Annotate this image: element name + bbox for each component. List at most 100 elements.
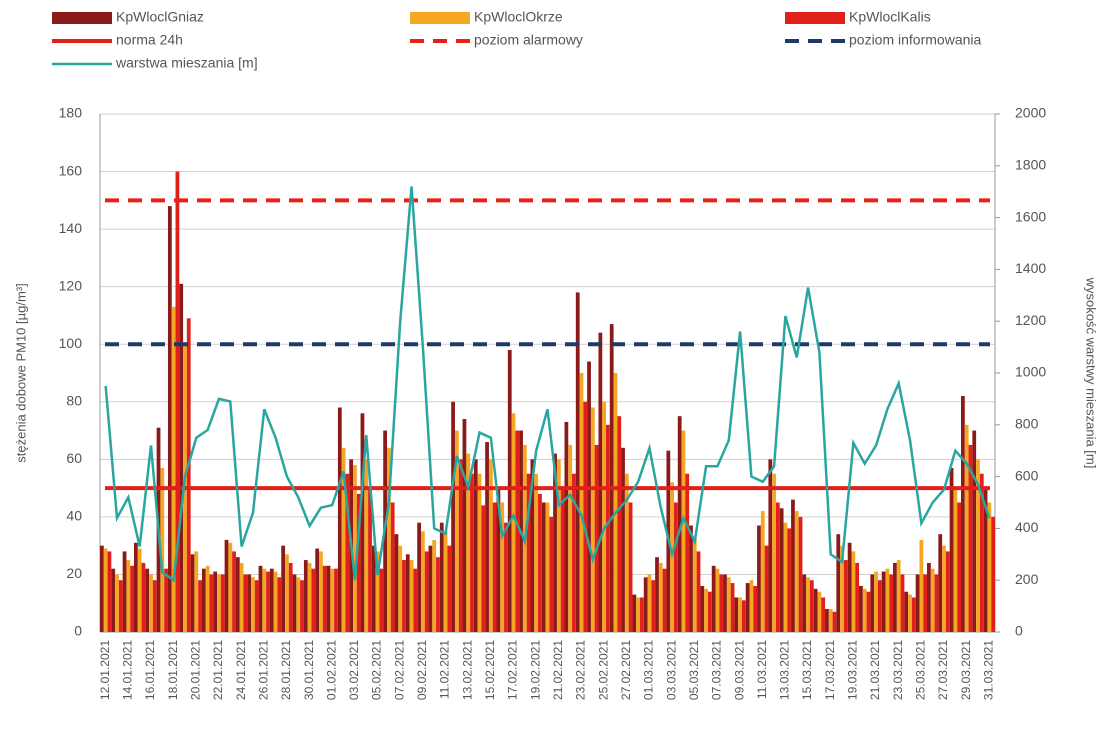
bar	[813, 588, 818, 632]
bar	[677, 416, 682, 632]
bar	[900, 574, 905, 632]
bar	[896, 560, 901, 632]
bar	[428, 545, 433, 632]
line-series	[104, 186, 991, 583]
bar	[689, 525, 693, 632]
bar	[779, 508, 784, 632]
bar	[281, 545, 286, 632]
legend-label: norma 24h	[116, 32, 183, 48]
bar	[991, 516, 995, 632]
y2-tick-label: 0	[1015, 623, 1023, 639]
bar	[145, 568, 150, 632]
x-tick-label: 03.03.2021	[664, 640, 678, 700]
bar	[640, 597, 644, 632]
y-tick-label: 160	[59, 162, 83, 178]
bar	[213, 571, 218, 632]
bar	[575, 292, 580, 632]
bar	[307, 562, 312, 632]
bar	[190, 554, 195, 632]
bar	[704, 588, 708, 632]
bar	[417, 522, 421, 632]
bar	[953, 488, 958, 632]
bar	[692, 537, 697, 632]
legend-label: warstwa mieszania [m]	[115, 55, 258, 71]
bar	[794, 511, 799, 632]
bar	[825, 608, 829, 632]
bar	[775, 502, 780, 632]
bar	[439, 522, 444, 632]
bar	[224, 539, 229, 632]
x-tick-label: 19.03.2021	[846, 640, 860, 700]
legend-label: poziom informowania	[849, 32, 981, 48]
bar	[205, 565, 210, 632]
bar	[111, 568, 116, 632]
bar	[541, 502, 546, 632]
bar	[613, 373, 618, 632]
bar	[288, 562, 293, 632]
bar	[171, 306, 176, 632]
bar	[492, 502, 497, 632]
bar	[930, 568, 935, 632]
bar	[462, 419, 467, 632]
bar	[334, 568, 338, 632]
bar	[167, 206, 172, 633]
bar	[821, 597, 826, 632]
y2-tick-label: 1600	[1015, 208, 1046, 224]
bar	[511, 413, 516, 632]
bar	[530, 459, 535, 632]
bar	[209, 574, 214, 632]
bar	[893, 562, 897, 632]
bar	[624, 473, 629, 632]
bar	[504, 522, 508, 632]
bar	[870, 574, 875, 632]
bar	[700, 585, 705, 632]
bar	[572, 473, 576, 632]
bar	[466, 453, 471, 632]
bar	[485, 442, 489, 632]
bar	[662, 568, 667, 632]
bar	[836, 534, 841, 632]
x-tick-label: 28.01.2021	[279, 640, 293, 700]
bar	[798, 516, 803, 632]
y2-tick-label: 1200	[1015, 312, 1046, 328]
bar	[141, 562, 146, 632]
bar	[885, 568, 890, 632]
bar	[768, 459, 773, 632]
bar	[927, 562, 931, 632]
bar	[507, 349, 512, 632]
y2-tick-label: 1800	[1015, 157, 1046, 173]
bar	[658, 562, 663, 632]
bar	[402, 560, 406, 632]
y2-tick-label: 2000	[1015, 105, 1046, 121]
bar	[806, 577, 810, 632]
bar	[394, 534, 399, 632]
bar	[137, 548, 142, 632]
bar	[405, 554, 410, 632]
bar	[164, 568, 168, 632]
bar	[730, 583, 735, 632]
bar	[470, 473, 474, 632]
x-tick-label: 19.02.2021	[528, 640, 542, 700]
bar	[273, 571, 278, 632]
bar	[115, 574, 119, 632]
bar	[964, 424, 969, 632]
bar	[303, 560, 308, 632]
bar	[911, 597, 916, 632]
bar	[957, 502, 962, 632]
bar	[398, 545, 403, 632]
bar	[643, 577, 648, 632]
bar	[409, 560, 414, 632]
bar	[254, 580, 259, 632]
bar	[345, 473, 350, 632]
bar	[549, 516, 554, 632]
bar	[783, 522, 788, 632]
bar	[243, 574, 248, 632]
x-tick-label: 07.03.2021	[710, 640, 724, 700]
bar	[496, 488, 501, 632]
bar	[802, 574, 807, 632]
x-tick-label: 27.03.2021	[936, 640, 950, 700]
bar	[606, 424, 610, 632]
bar	[556, 459, 561, 632]
bar	[341, 447, 346, 632]
bar	[564, 421, 569, 632]
